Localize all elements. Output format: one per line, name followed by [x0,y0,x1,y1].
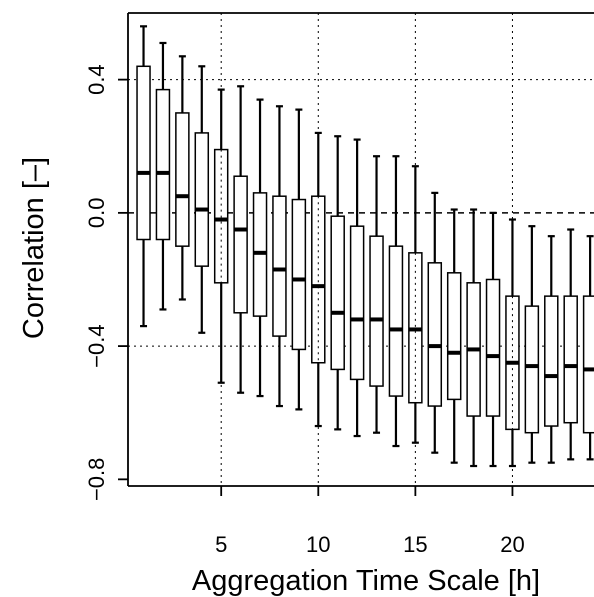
box-body [194,132,210,267]
axis-layer: −0.8 −0.4 0.0 0.4 5 10 15 20 [84,12,594,557]
box-22 [544,235,559,464]
box-body [563,295,578,424]
box-16 [427,191,443,454]
box-18 [466,208,481,468]
x-tick-label: 5 [215,532,227,557]
box-body [349,225,365,381]
box-body [155,88,171,241]
box-2 [155,41,171,311]
y-tick-label: 0.0 [84,198,109,229]
box-body [175,112,190,247]
box-3 [175,55,190,301]
box-body [544,295,559,427]
box-body [446,272,462,401]
box-14 [388,155,404,448]
y-tick-label: −0.8 [84,458,109,501]
box-body [427,262,443,407]
x-tick-label: 15 [403,532,427,557]
box-9 [291,108,307,411]
box-layer [136,25,594,468]
box-20 [505,218,520,468]
box-1 [136,25,151,328]
box-body [291,198,307,351]
x-tick-label: 20 [500,532,524,557]
box-11 [330,135,345,431]
box-body [330,215,345,371]
box-7 [252,98,268,398]
box-24 [582,235,594,461]
box-body [369,235,384,387]
box-4 [194,65,210,334]
box-body [524,305,540,434]
box-19 [485,211,501,468]
box-body [272,195,287,337]
box-21 [524,225,540,464]
box-5 [213,88,229,384]
y-axis-title: Correlation [–] [18,157,50,339]
x-axis-title: Aggregation Time Scale [h] [192,565,540,597]
box-17 [446,208,462,464]
box-body [582,295,594,434]
box-23 [563,228,578,461]
y-tick-label: −0.4 [84,324,109,367]
box-body [136,65,151,241]
box-12 [349,138,365,438]
x-tick-label: 10 [306,532,330,557]
y-tick-label: 0.4 [84,64,109,95]
box-15 [408,165,423,444]
box-10 [311,131,326,428]
box-13 [369,155,384,434]
box-body [485,278,501,417]
box-6 [233,85,248,394]
box-body [233,175,248,314]
box-body [388,245,404,397]
box-8 [272,105,287,408]
